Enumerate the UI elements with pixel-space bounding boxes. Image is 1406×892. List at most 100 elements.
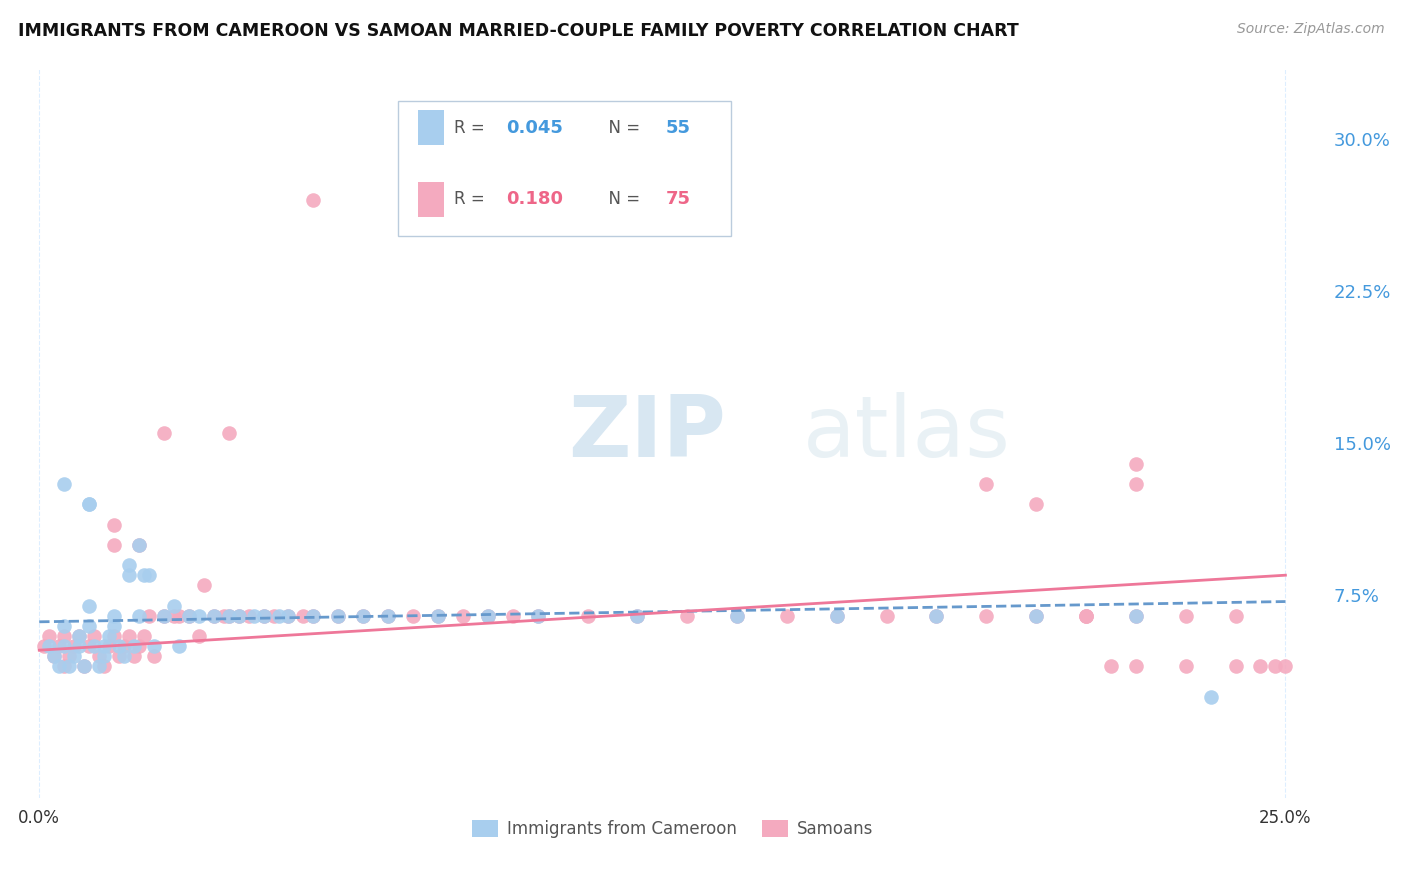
Point [1125,457,1147,471]
Text: atlas: atlas [803,392,1011,475]
Point [128,639,150,653]
Point [103,517,125,532]
Point [142,649,165,664]
Point [302,194,325,208]
Point [38,639,60,653]
Point [302,608,325,623]
Point [502,608,524,623]
Point [1174,659,1197,673]
Point [77,599,100,613]
Point [87,659,110,673]
Point [77,619,100,633]
Point [103,608,125,623]
Point [1199,690,1222,704]
Point [1099,659,1122,673]
Point [1125,477,1147,491]
Text: ZIP: ZIP [568,392,725,475]
Point [93,649,115,664]
Point [328,608,350,623]
Point [93,659,115,673]
Point [218,426,240,441]
Point [167,608,190,623]
Point [48,639,70,653]
Point [112,639,135,653]
Point [163,599,186,613]
Point [328,608,350,623]
Point [138,608,160,623]
Point [44,649,66,664]
Point [377,608,399,623]
Point [352,608,374,623]
Point [218,608,240,623]
Point [67,639,90,653]
Point [118,568,141,582]
Point [1074,608,1097,623]
Point [103,538,125,552]
Point [77,497,100,511]
Point [73,659,96,673]
Point [451,608,474,623]
Point [626,608,648,623]
Point [1250,659,1272,673]
Point [167,639,190,653]
Point [1125,608,1147,623]
Point [177,608,200,623]
Point [63,649,86,664]
FancyBboxPatch shape [418,182,444,217]
Point [526,608,548,623]
Point [876,608,898,623]
Point [402,608,425,623]
Point [776,608,799,623]
Point [77,639,100,653]
Point [477,608,499,623]
Point [38,629,60,643]
Point [526,608,548,623]
Point [976,608,998,623]
Point [108,649,131,664]
Text: 75: 75 [666,190,690,208]
Point [48,659,70,673]
Point [53,619,76,633]
Text: R =: R = [454,119,491,136]
Text: N =: N = [598,119,645,136]
Point [676,608,699,623]
Point [825,608,848,623]
Text: 0.180: 0.180 [506,190,564,208]
Point [32,639,55,653]
Point [118,629,141,643]
Point [83,639,105,653]
Point [128,538,150,552]
Point [925,608,948,623]
Text: 55: 55 [666,119,690,136]
Point [292,608,315,623]
Point [925,608,948,623]
Point [128,538,150,552]
Point [67,629,90,643]
Point [1125,608,1147,623]
Point [187,629,209,643]
Point [202,608,225,623]
Point [44,649,66,664]
Point [77,497,100,511]
Point [98,639,121,653]
Point [1274,659,1296,673]
Point [73,659,96,673]
Point [187,608,209,623]
Point [177,608,200,623]
Legend: Immigrants from Cameroon, Samoans: Immigrants from Cameroon, Samoans [465,813,880,845]
Point [252,608,274,623]
Point [103,629,125,643]
Text: Source: ZipAtlas.com: Source: ZipAtlas.com [1237,22,1385,37]
Point [626,608,648,623]
Point [53,477,76,491]
Point [228,608,250,623]
Point [103,619,125,633]
Point [277,608,299,623]
Point [277,608,299,623]
Point [122,649,145,664]
Point [427,608,450,623]
Point [108,639,131,653]
FancyBboxPatch shape [418,110,444,145]
FancyBboxPatch shape [398,102,731,236]
Point [122,639,145,653]
